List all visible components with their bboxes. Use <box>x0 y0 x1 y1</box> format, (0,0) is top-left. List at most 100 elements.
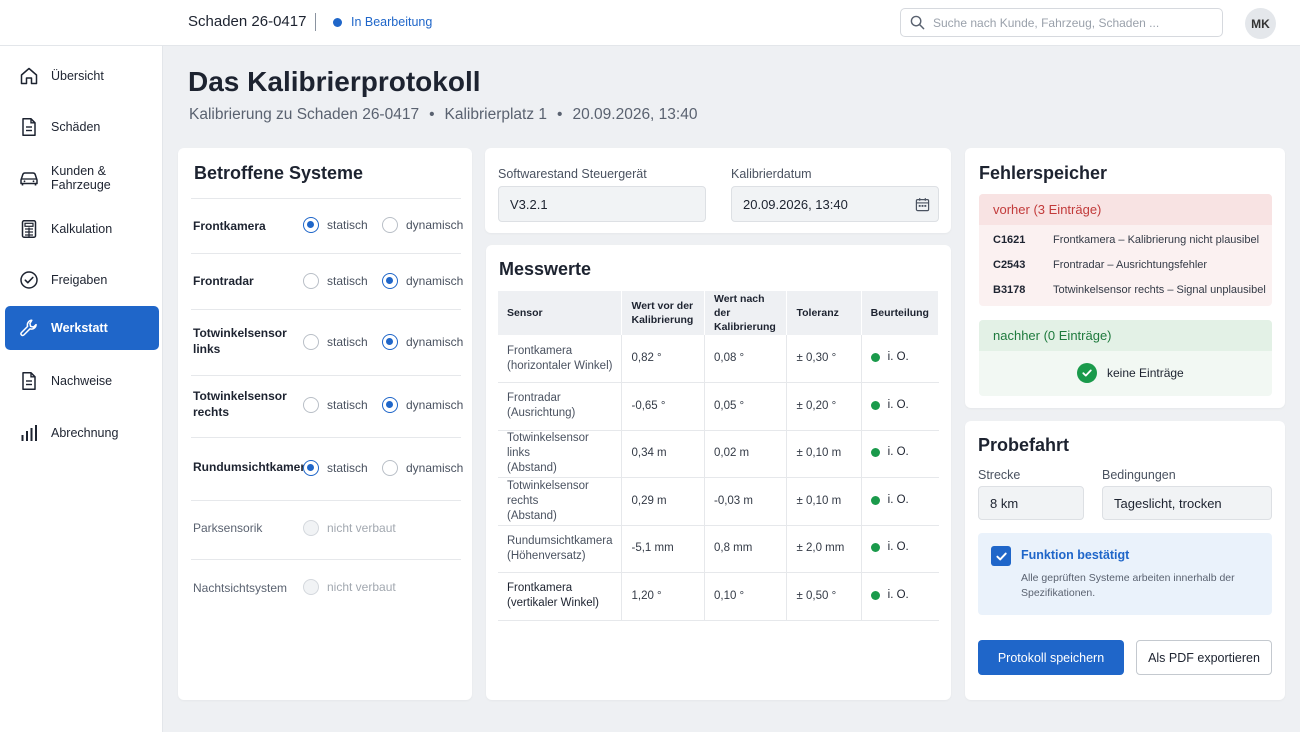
rating-label: i. O. <box>887 588 909 601</box>
status-dot-icon <box>870 590 880 600</box>
table-row: Totwinkelsensor links (Abstand) 0,34 m 0,… <box>498 430 939 478</box>
divider <box>315 13 316 31</box>
radio-static[interactable]: statisch <box>303 397 368 413</box>
sidebar-item-kalkulation[interactable]: Kalkulation <box>5 207 159 251</box>
system-row: Frontkamera statisch dynamisch <box>191 198 463 253</box>
date-field[interactable]: 20.09.2026, 13:40 <box>731 186 939 222</box>
column-header: Sensor <box>498 291 623 335</box>
value-after: 0,10 ° <box>704 572 788 621</box>
document-icon <box>22 118 36 136</box>
radio-label: dynamisch <box>406 218 464 232</box>
column-header: Toleranz <box>786 291 862 335</box>
radio-static[interactable]: statisch <box>303 273 368 289</box>
system-row: Totwinkelsensor links statisch dynamisch <box>191 309 463 375</box>
system-row: Rundumsichtkamera statisch dynamisch <box>191 437 463 500</box>
value-before: 0,82 ° <box>621 335 705 383</box>
fehlerspeicher-title: Fehlerspeicher <box>979 163 1108 183</box>
status-badge: In Bearbeitung <box>333 15 432 29</box>
value-after: 0,05 ° <box>704 382 788 431</box>
sensor-name: Frontradar <box>507 392 561 405</box>
system-name: Totwinkelsensor rechts <box>193 389 287 419</box>
radio-dynamic[interactable]: dynamisch <box>382 460 463 476</box>
subtitle-date: 20.09.2026, 13:40 <box>572 106 698 123</box>
export-pdf-button[interactable]: Als PDF exportieren <box>1136 640 1272 675</box>
radio-static[interactable]: statisch <box>303 217 368 233</box>
radio-circle <box>382 217 398 233</box>
calendar-icon[interactable] <box>915 197 930 212</box>
sidebar-item-label: Kunden & Fahrzeuge <box>51 164 111 192</box>
table-row: Frontkamera (vertikaler Winkel) 1,20 ° 0,… <box>498 572 939 621</box>
subtitle-separator: • <box>429 106 435 123</box>
rating-label: i. O. <box>887 446 909 459</box>
radio-dynamic[interactable]: dynamisch <box>382 397 463 413</box>
system-row: Parksensorik nicht verbaut <box>191 500 461 559</box>
radio-dynamic[interactable]: dynamisch <box>382 334 463 350</box>
sidebar-item-kunden-fahrzeuge[interactable]: Kunden & Fahrzeuge <box>5 156 159 200</box>
sensor-detail: (vertikaler Winkel) <box>507 597 600 610</box>
radio-circle <box>303 460 319 476</box>
error-item: B3178 Totwinkelsensor rechts – Signal un… <box>993 284 1266 296</box>
radio-static[interactable]: statisch <box>303 334 368 350</box>
sensor-cell: Totwinkelsensor links (Abstand) <box>498 430 623 478</box>
sidebar: Übersicht Schäden Kunden & Fahrzeuge Kal… <box>0 46 163 732</box>
radio-label: statisch <box>327 461 368 475</box>
radio-label: dynamisch <box>406 398 464 412</box>
search-box[interactable] <box>900 8 1223 37</box>
rating-label: i. O. <box>887 398 909 411</box>
tolerance: ± 0,50 ° <box>786 572 862 621</box>
rating-cell: i. O. <box>861 525 939 573</box>
sidebar-item-schaeden[interactable]: Schäden <box>5 105 159 149</box>
systems-card: Betroffene Systeme Frontkamera statisch … <box>178 148 472 700</box>
case-id: Schaden 26-0417 <box>188 13 307 30</box>
search-icon <box>910 15 925 30</box>
subtitle-separator: • <box>557 106 563 123</box>
tolerance: ± 0,20 ° <box>786 382 862 431</box>
radio-circle <box>303 273 319 289</box>
page-title: Das Kalibrierprotokoll <box>188 66 481 97</box>
radio-not-installed[interactable]: nicht verbaut <box>303 520 396 536</box>
status-dot-icon <box>870 400 880 410</box>
probefahrt-title: Probefahrt <box>978 435 1070 455</box>
route-field[interactable]: 8 km <box>978 486 1084 520</box>
radio-static[interactable]: statisch <box>303 460 368 476</box>
radio-not-installed[interactable]: nicht verbaut <box>303 579 396 595</box>
errors-after-panel: nachher (0 Einträge) keine Einträge <box>979 320 1272 396</box>
avatar[interactable]: MK <box>1245 8 1276 39</box>
sidebar-item-werkstatt[interactable]: Werkstatt <box>5 306 159 350</box>
sidebar-item-nachweise[interactable]: Nachweise <box>5 359 159 403</box>
error-desc: Frontkamera – Kalibrierung nicht plausib… <box>1053 234 1260 246</box>
rating-label: i. O. <box>887 493 909 506</box>
table-row: Frontkamera (horizontaler Winkel) 0,82 ° … <box>498 335 939 383</box>
rating-cell: i. O. <box>861 430 939 478</box>
radio-dynamic[interactable]: dynamisch <box>382 273 463 289</box>
radio-label: statisch <box>327 335 368 349</box>
page-subtitle: Kalibrierung zu Schaden 26-0417 • Kalibr… <box>189 106 697 124</box>
sensor-detail: (Abstand) <box>507 462 557 475</box>
sidebar-item-freigaben[interactable]: Freigaben <box>5 258 159 302</box>
confirm-checkbox[interactable] <box>991 546 1011 566</box>
search-input[interactable] <box>933 15 1213 30</box>
system-name: Rundumsichtkamera <box>193 460 312 474</box>
check-circle-icon <box>1077 363 1097 383</box>
subtitle-place: Kalibrierplatz 1 <box>444 106 548 123</box>
sidebar-item-label: Kalkulation <box>51 222 113 236</box>
tolerance: ± 0,10 m <box>786 477 862 526</box>
sidebar-item-abrechnung[interactable]: Abrechnung <box>5 411 159 455</box>
radio-label: nicht verbaut <box>327 580 396 594</box>
conditions-field[interactable]: Tageslicht, trocken <box>1102 486 1272 520</box>
tolerance: ± 0,10 m <box>786 430 862 478</box>
value-after: 0,8 mm <box>704 525 788 573</box>
errors-after-label: nachher (0 Einträge) <box>979 320 1272 351</box>
software-field[interactable]: V3.2.1 <box>498 186 706 222</box>
radio-dynamic[interactable]: dynamisch <box>382 217 463 233</box>
radio-circle <box>303 217 319 233</box>
sidebar-item-uebersicht[interactable]: Übersicht <box>5 54 159 98</box>
column-header: Wert vor der Kalibrierung <box>621 291 705 335</box>
save-protocol-button[interactable]: Protokoll speichern <box>978 640 1124 675</box>
tolerance: ± 0,30 ° <box>786 335 862 383</box>
radio-label: statisch <box>327 398 368 412</box>
sensor-name: Totwinkelsensor rechts <box>507 479 589 507</box>
rating-cell: i. O. <box>861 335 939 383</box>
sensor-detail: (Höhenversatz) <box>507 549 586 562</box>
radio-label: nicht verbaut <box>327 521 396 535</box>
